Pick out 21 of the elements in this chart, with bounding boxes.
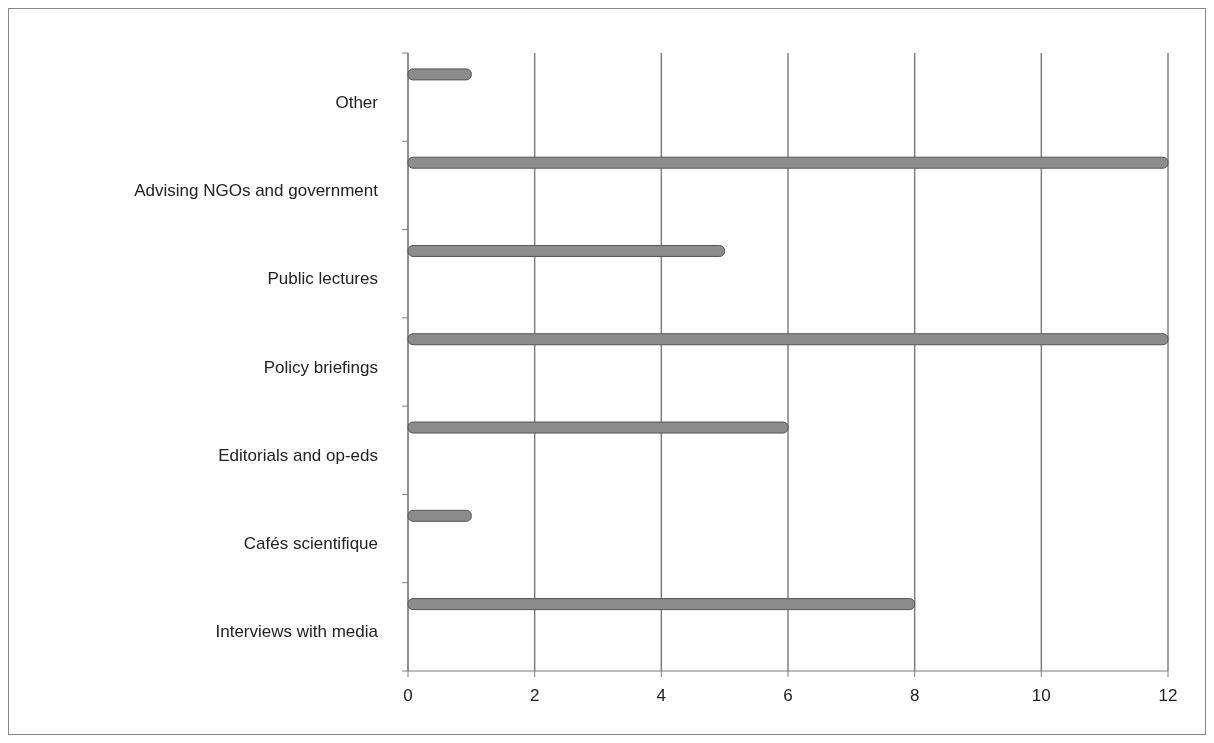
x-tick-label: 2 xyxy=(529,686,540,705)
x-tick-label: 6 xyxy=(783,686,793,705)
y-tick-label: Editorials and op-eds xyxy=(218,445,378,465)
bar xyxy=(407,156,1169,169)
y-tick-label: Policy briefings xyxy=(263,357,378,377)
y-tick-label: Other xyxy=(335,92,379,112)
x-tick-label: 0 xyxy=(403,686,413,705)
bar xyxy=(407,598,916,611)
bar xyxy=(407,68,472,81)
bar xyxy=(407,509,472,522)
y-tick-label: Advising NGOs and government xyxy=(134,181,379,201)
y-tick-label: Interviews with media xyxy=(215,622,379,642)
x-tick-label: 10 xyxy=(1031,686,1051,705)
x-tick-label: 12 xyxy=(1158,686,1178,705)
bar xyxy=(407,421,789,434)
bar xyxy=(407,333,1169,346)
bar xyxy=(407,244,726,257)
y-tick-label: Public lectures xyxy=(267,269,378,289)
y-tick-label: Cafés scientifique xyxy=(243,534,378,554)
x-tick-label: 8 xyxy=(909,686,920,705)
x-tick-label: 4 xyxy=(656,686,667,705)
